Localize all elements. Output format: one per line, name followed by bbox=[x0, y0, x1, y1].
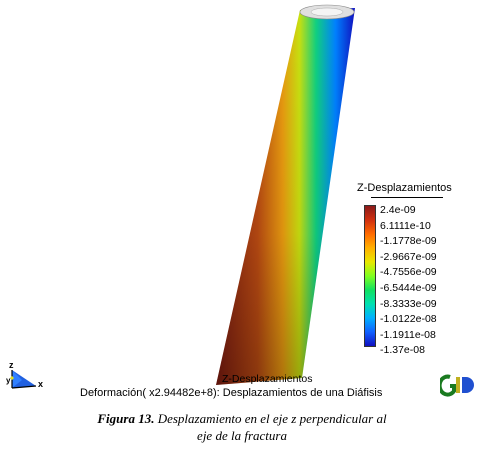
legend-value-list: 2.4e-09 6.1111e-10 -1.1778e-09 -2.9667e-… bbox=[380, 203, 437, 359]
graphics-viewport[interactable]: Z-Desplazamientos 2.4e-09 6.1111e-10 -1.… bbox=[0, 0, 484, 405]
gid-logo-icon bbox=[440, 374, 474, 397]
bone-model bbox=[216, 4, 355, 385]
axis-z-label: z bbox=[9, 360, 14, 370]
legend-value: -1.1911e-08 bbox=[380, 328, 436, 341]
legend-value: -8.3333e-09 bbox=[380, 297, 437, 310]
legend-value: -6.5444e-09 bbox=[380, 281, 437, 294]
axis-x-label: x bbox=[38, 379, 44, 389]
axis-triad-icon bbox=[10, 370, 37, 389]
figure-caption: Figura 13. Desplazamiento en el eje z pe… bbox=[0, 410, 484, 444]
legend-value: -1.37e-08 bbox=[380, 344, 425, 357]
legend-value: -2.9667e-09 bbox=[380, 250, 437, 263]
legend-value: -1.1778e-09 bbox=[380, 235, 437, 248]
result-name-label: Z-Desplazamientos bbox=[222, 373, 313, 385]
legend-color-bar bbox=[364, 205, 376, 347]
legend-value: -4.7556e-09 bbox=[380, 266, 437, 279]
legend-value: 2.4e-09 bbox=[380, 204, 416, 216]
legend-value: -1.0122e-08 bbox=[380, 313, 437, 326]
legend-value: 6.1111e-10 bbox=[380, 219, 431, 232]
caption-text-line1: Desplazamiento en el eje z perpendicular… bbox=[154, 411, 387, 426]
figure-number: Figura 13. bbox=[97, 411, 155, 426]
deformation-label: Deformación( x2.94482e+8): Desplazamient… bbox=[80, 387, 383, 399]
caption-text-line2: eje de la fractura bbox=[197, 428, 287, 443]
axis-y-label: y bbox=[6, 376, 11, 385]
legend-underline bbox=[371, 197, 443, 198]
legend-title: Z-Desplazamientos bbox=[357, 182, 452, 194]
